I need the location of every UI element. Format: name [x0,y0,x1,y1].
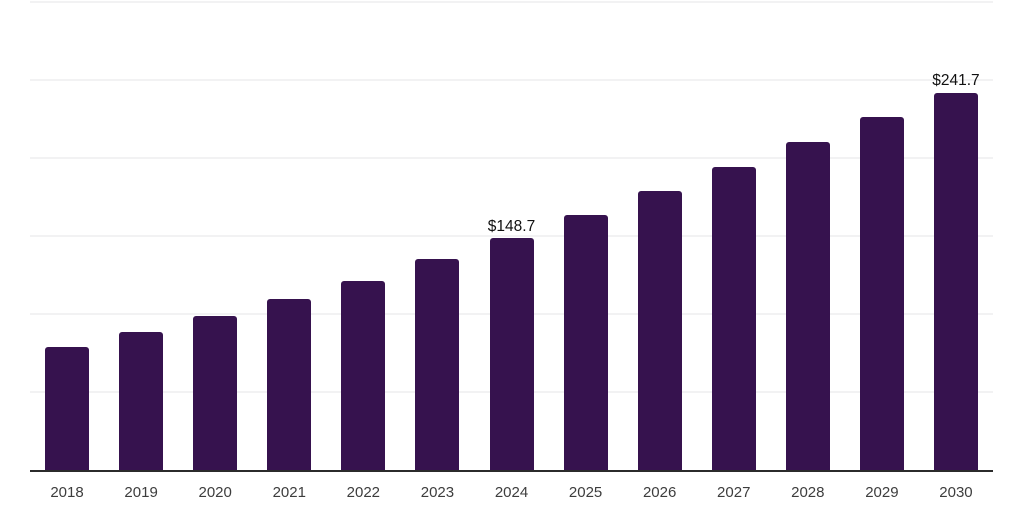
bars-container: $148.7 $241.7 [30,2,993,470]
x-tick-label-2023: 2023 [420,484,455,501]
bar-slot-2025 [549,2,623,470]
gridline-250 [30,79,993,81]
bar-2022[interactable] [341,281,386,470]
bar-2029[interactable] [859,116,904,470]
bar-slot-2019 [104,2,178,470]
bar-slot-2029 [845,2,919,470]
bar-slot-2020 [178,2,252,470]
x-tick-label-2021: 2021 [272,484,306,501]
x-tick-label-2019: 2019 [124,484,158,501]
bar-2028[interactable] [785,142,830,470]
gridline-200 [30,157,993,160]
x-tick-label-2030: 2030 [939,484,973,501]
bar-slot-2027 [697,2,771,470]
x-tick-label-2026: 2026 [642,484,677,501]
gridline-150 [30,235,993,237]
bar-slot-2030: $241.7 [919,2,993,470]
bar-2023[interactable] [415,259,460,470]
bar-slot-2024: $148.7 [474,2,548,470]
bar-2021[interactable] [267,299,312,470]
bar-2030[interactable]: $241.7 [932,73,980,470]
x-tick-label-2029: 2029 [865,484,899,501]
bar-2018[interactable] [45,347,90,470]
x-tick-label-2028: 2028 [791,484,825,501]
data-label-2024: $148.7 [487,217,536,235]
bar-2027[interactable] [711,167,756,470]
x-tick-label-2020: 2020 [198,484,232,501]
bar-slot-2018 [30,2,104,470]
x-tick-label-2027: 2027 [717,484,751,501]
gridline-300 [30,1,993,3]
bar-2019[interactable] [119,332,164,470]
x-axis-labels: 2018 2019 2020 2021 2022 2023 2024 2025 2026 2027… [30,484,993,502]
x-tick-label-2018: 2018 [50,484,84,501]
bar-2020[interactable] [193,316,238,470]
x-axis-line [30,470,993,472]
x-tick-label-2024: 2024 [494,484,529,501]
bar-slot-2028 [771,2,845,470]
bar-slot-2022 [326,2,400,470]
plot-area: $148.7 $241.7 [30,1,993,472]
data-label-2030: $241.7 [932,72,980,90]
x-tick-label-2022: 2022 [346,484,381,501]
bar-slot-2021 [252,2,326,470]
bar-slot-2023 [400,2,474,470]
bar-2025[interactable] [563,214,608,470]
bar-2026[interactable] [637,190,682,470]
x-tick-label-2025: 2025 [568,484,603,501]
bar-slot-2026 [623,2,697,470]
bar-2024[interactable]: $148.7 [488,219,535,470]
